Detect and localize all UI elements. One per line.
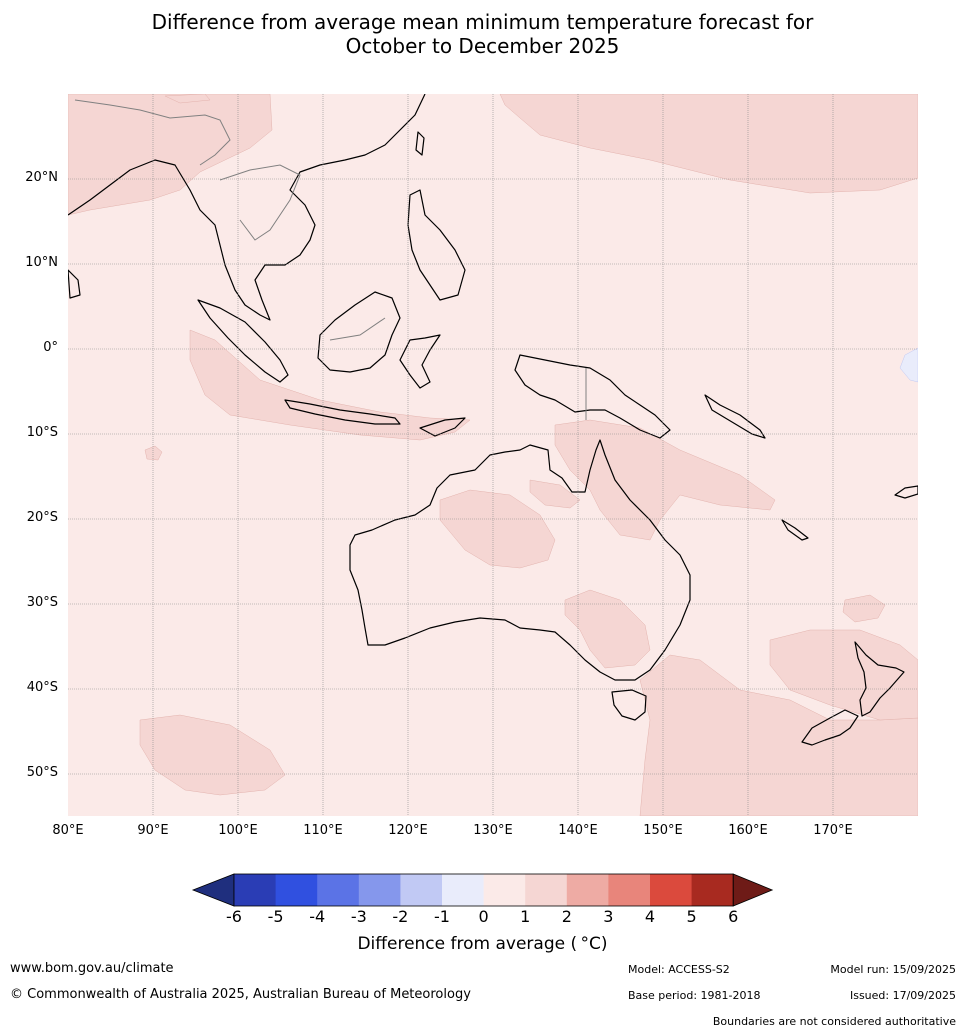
coastline-philippines [407, 189, 466, 301]
lon-label-110e: 110°E [303, 823, 343, 838]
lat-label-10n: 10°N [25, 255, 58, 270]
colorbar-segment [483, 874, 526, 906]
colorbar-tick-label: 4 [644, 907, 656, 926]
colorbar-tick-label: 2 [561, 907, 572, 926]
lat-label-20s: 20°S [26, 510, 58, 525]
coastline-sri-lanka [68, 269, 81, 299]
boundaries-disclaimer: Boundaries are not considered authoritat… [712, 1015, 956, 1028]
region-coral-sea [554, 419, 776, 541]
coastline-nz-south [801, 709, 859, 746]
lon-label-120e: 120°E [388, 823, 428, 838]
anomaly-minus1-to-0-region [899, 347, 918, 383]
lon-label-130e: 130°E [473, 823, 513, 838]
lon-label-90e: 90°E [137, 823, 169, 838]
coastline-new-caledonia [781, 519, 809, 541]
lon-label-80e: 80°E [52, 823, 84, 838]
border-indochina [219, 164, 301, 241]
colorbar-segment [358, 874, 401, 906]
coastline-solomon-islands [704, 394, 766, 439]
lat-label-0: 0° [43, 340, 58, 355]
colorbar-segment [400, 874, 443, 906]
colorbar-tick-label: 1 [520, 907, 531, 926]
lat-label-50s: 50°S [26, 765, 58, 780]
colorbar-tick-label: -2 [392, 907, 409, 926]
region-southern-indian [139, 714, 286, 796]
coastline-taiwan [415, 131, 425, 156]
region-se-australia [564, 589, 651, 669]
colorbar-tick-label: -6 [226, 907, 242, 926]
colorbar-tick-label: -5 [267, 907, 284, 926]
anomaly-1-to-2-regions [68, 94, 918, 816]
coastline-sulawesi [399, 334, 441, 389]
region-indian-ocean-west [189, 329, 471, 441]
chart-title: Difference from average mean minimum tem… [0, 10, 965, 58]
lon-label-150e: 150°E [643, 823, 683, 838]
lat-label-20n: 20°N [25, 170, 58, 185]
colorbar-segment [442, 874, 485, 906]
colorbar-arrow-high [732, 873, 774, 907]
lon-label-170e: 170°E [813, 823, 853, 838]
colorbar-tick-label: -1 [434, 907, 450, 926]
colorbar-segment [566, 874, 609, 906]
region-arafura [529, 479, 581, 509]
title-line-2: October to December 2025 [345, 34, 620, 58]
coastline-java [284, 399, 401, 425]
coastline-timor [419, 417, 466, 437]
colorbar-tick-label: 6 [728, 907, 739, 926]
region-small-islet [144, 445, 163, 461]
region-wa-interior [439, 489, 556, 569]
coastline-nz-north [854, 641, 905, 717]
lat-label-30s: 30°S [26, 595, 58, 610]
country-borders [74, 99, 587, 420]
colorbar-segment [691, 874, 734, 906]
coastline-tasmania [611, 689, 647, 721]
coastline-australia [349, 439, 691, 681]
copyright-text: © Commonwealth of Australia 2025, Austra… [10, 987, 471, 1002]
colorbar-segment [275, 874, 318, 906]
graticule [68, 94, 918, 816]
colorbar [191, 873, 774, 907]
border-himalaya [74, 99, 231, 166]
colorbar-segment [525, 874, 568, 906]
region-indochina-north [68, 94, 273, 216]
model-run-date: Model run: 15/09/2025 [830, 963, 956, 976]
colorbar-tick-label: 3 [603, 907, 614, 926]
website-link[interactable]: www.bom.gov.au/climate [10, 961, 174, 976]
border-borneo [329, 317, 386, 341]
lat-label-10s: 10°S [26, 425, 58, 440]
region-lord-howe [842, 594, 886, 623]
coastline-sumatra [197, 299, 289, 383]
title-line-1: Difference from average mean minimum tem… [151, 10, 814, 34]
colorbar-segment [650, 874, 693, 906]
coastline-fiji [894, 485, 918, 499]
colorbar-arrow-low [191, 873, 235, 907]
model-name: Model: ACCESS-S2 [628, 963, 730, 976]
colorbar-label: Difference from average ( °C) [357, 934, 608, 954]
colorbar-tick-label: 0 [478, 907, 489, 926]
coastline-asia-mainland [68, 94, 426, 321]
region-himalaya-top [164, 94, 211, 104]
coastline-borneo [317, 291, 401, 373]
region-north-pacific [499, 94, 918, 194]
lat-label-40s: 40°S [26, 680, 58, 695]
colorbar-segment [317, 874, 360, 906]
colorbar-segment [234, 874, 277, 906]
colorbar-frame [233, 873, 734, 907]
issued-date: Issued: 17/09/2025 [849, 989, 956, 1002]
lon-label-160e: 160°E [728, 823, 768, 838]
colorbar-segment [608, 874, 651, 906]
lon-label-140e: 140°E [558, 823, 598, 838]
colorbar-tick-label: -4 [309, 907, 326, 926]
base-period: Base period: 1981-2018 [628, 989, 761, 1002]
colorbar-tick-label: 5 [686, 907, 697, 926]
lon-label-100e: 100°E [218, 823, 258, 838]
colorbar-tick-label: -3 [350, 907, 367, 926]
